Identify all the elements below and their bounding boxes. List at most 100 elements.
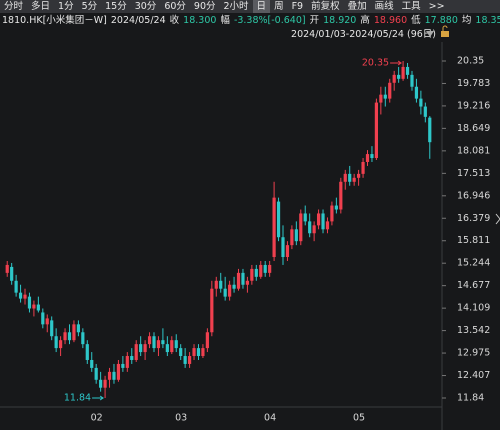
toolbar-tab[interactable]: 周 xyxy=(274,1,284,12)
candle-body xyxy=(401,66,405,79)
x-tick-label: 03 xyxy=(175,413,187,424)
candle-body xyxy=(94,367,98,380)
candle-body xyxy=(41,312,45,325)
toolbar-tab[interactable]: 1分 xyxy=(58,1,74,12)
info-label: 幅 xyxy=(220,15,230,26)
candle-body xyxy=(161,340,165,345)
extreme-label: 20.35 xyxy=(362,58,389,69)
toolbar-tab[interactable]: 2小时 xyxy=(223,1,249,12)
candle-body xyxy=(312,225,316,234)
toolbar-tab[interactable]: 多日 xyxy=(31,1,51,12)
lock-shackle xyxy=(442,25,448,31)
y-tick-label: 14.109 xyxy=(457,303,490,314)
toolbar-tab[interactable]: 叠加 xyxy=(347,1,367,12)
candle-body xyxy=(58,340,63,349)
candle-body xyxy=(263,264,267,273)
expand-arrow[interactable] xyxy=(495,213,500,225)
candle-body xyxy=(121,363,125,368)
candle-body xyxy=(103,379,107,388)
date-range[interactable]: 2024/01/03-2024/05/24 (96日) xyxy=(291,29,436,40)
extreme-label: 11.84 xyxy=(64,393,91,404)
candle-body xyxy=(107,371,112,380)
candle-body xyxy=(316,213,321,226)
candle-body xyxy=(268,264,272,273)
candle-body xyxy=(170,340,174,353)
range-dropdown[interactable] xyxy=(426,31,434,37)
candle-body xyxy=(143,344,147,353)
toolbar-tab[interactable]: 画线 xyxy=(374,1,394,12)
toolbar-tab[interactable]: 工具 xyxy=(401,1,421,12)
candle-body xyxy=(223,288,227,297)
y-tick-label: 13.542 xyxy=(457,325,490,336)
toolbar-tab[interactable]: 60分 xyxy=(164,1,186,12)
y-tick-label: 12.407 xyxy=(457,370,490,381)
candle-body xyxy=(241,272,245,285)
toolbar-tab[interactable]: 分时 xyxy=(4,1,24,12)
candle-body xyxy=(290,229,294,246)
toolbar-tab[interactable]: 90分 xyxy=(193,1,216,12)
candle-body xyxy=(63,332,67,341)
y-tick-label: 16.379 xyxy=(457,213,490,224)
candle-body xyxy=(27,296,32,309)
candle-body xyxy=(397,74,401,79)
info-label: 低 xyxy=(411,15,421,26)
toolbar-tab[interactable]: 日 xyxy=(252,0,271,13)
candle-body xyxy=(428,117,432,143)
candle-body xyxy=(405,66,410,75)
extreme-arrow xyxy=(390,60,402,66)
candle-body xyxy=(36,304,40,311)
info-value: -3.38%[-0.640] xyxy=(233,15,306,26)
candle-body xyxy=(361,161,365,174)
candle-body xyxy=(139,344,143,353)
candle-body xyxy=(334,205,338,210)
candle-body xyxy=(357,173,361,178)
candle-body xyxy=(232,284,236,289)
lock-icon[interactable] xyxy=(441,31,449,37)
info-label: 均 xyxy=(461,15,472,26)
candle-body xyxy=(179,348,183,357)
toolbar-tab[interactable]: >> xyxy=(428,1,445,12)
candle-body xyxy=(76,324,80,333)
symbol: 1810.HK[小米集团－W] xyxy=(2,15,107,26)
info-label: 收 xyxy=(169,15,180,26)
candle-body xyxy=(423,106,427,117)
info-value: 18.960 xyxy=(373,15,408,26)
candle-body xyxy=(85,344,89,360)
toolbar-tab[interactable]: 15分 xyxy=(105,1,127,12)
candle-body xyxy=(365,154,370,162)
candle-body xyxy=(276,201,281,238)
candle-body xyxy=(236,272,241,289)
candle-body xyxy=(32,304,36,309)
toolbar-tab[interactable]: F9 xyxy=(291,1,304,12)
candle-body xyxy=(419,98,423,107)
candle-body xyxy=(414,86,419,99)
y-tick-label: 20.35 xyxy=(457,56,484,67)
candle-body xyxy=(348,173,352,182)
info-value: 18.920 xyxy=(323,15,357,26)
candle-body xyxy=(67,332,72,341)
candle-body xyxy=(72,324,76,341)
toolbar-tab[interactable]: 5分 xyxy=(81,1,98,12)
toolbar-tab[interactable]: 前复权 xyxy=(311,1,340,12)
candle-body xyxy=(330,205,334,222)
candle-body xyxy=(303,213,307,222)
info-label: 高 xyxy=(360,15,370,26)
info-bar: 1810.HK[小米集团－W] 2024/05/24 收 18.300 幅 -3.38… xyxy=(2,14,500,27)
toolbar-tab[interactable]: 30分 xyxy=(134,1,157,12)
candle-body xyxy=(10,266,14,281)
candle-body xyxy=(125,356,129,368)
info-value: 17.880 xyxy=(424,15,458,26)
candle-body xyxy=(294,229,298,242)
info-value: 18.300 xyxy=(183,15,217,26)
candle-body xyxy=(392,74,396,83)
y-tick-label: 15.244 xyxy=(457,258,490,269)
candle-body xyxy=(50,320,54,337)
candle-body xyxy=(174,340,178,349)
candle-body xyxy=(219,280,223,289)
candle-body xyxy=(205,332,209,349)
candle-body xyxy=(116,363,121,380)
candle-body xyxy=(285,245,290,258)
candle-body xyxy=(272,197,276,258)
candle-body xyxy=(147,336,152,345)
